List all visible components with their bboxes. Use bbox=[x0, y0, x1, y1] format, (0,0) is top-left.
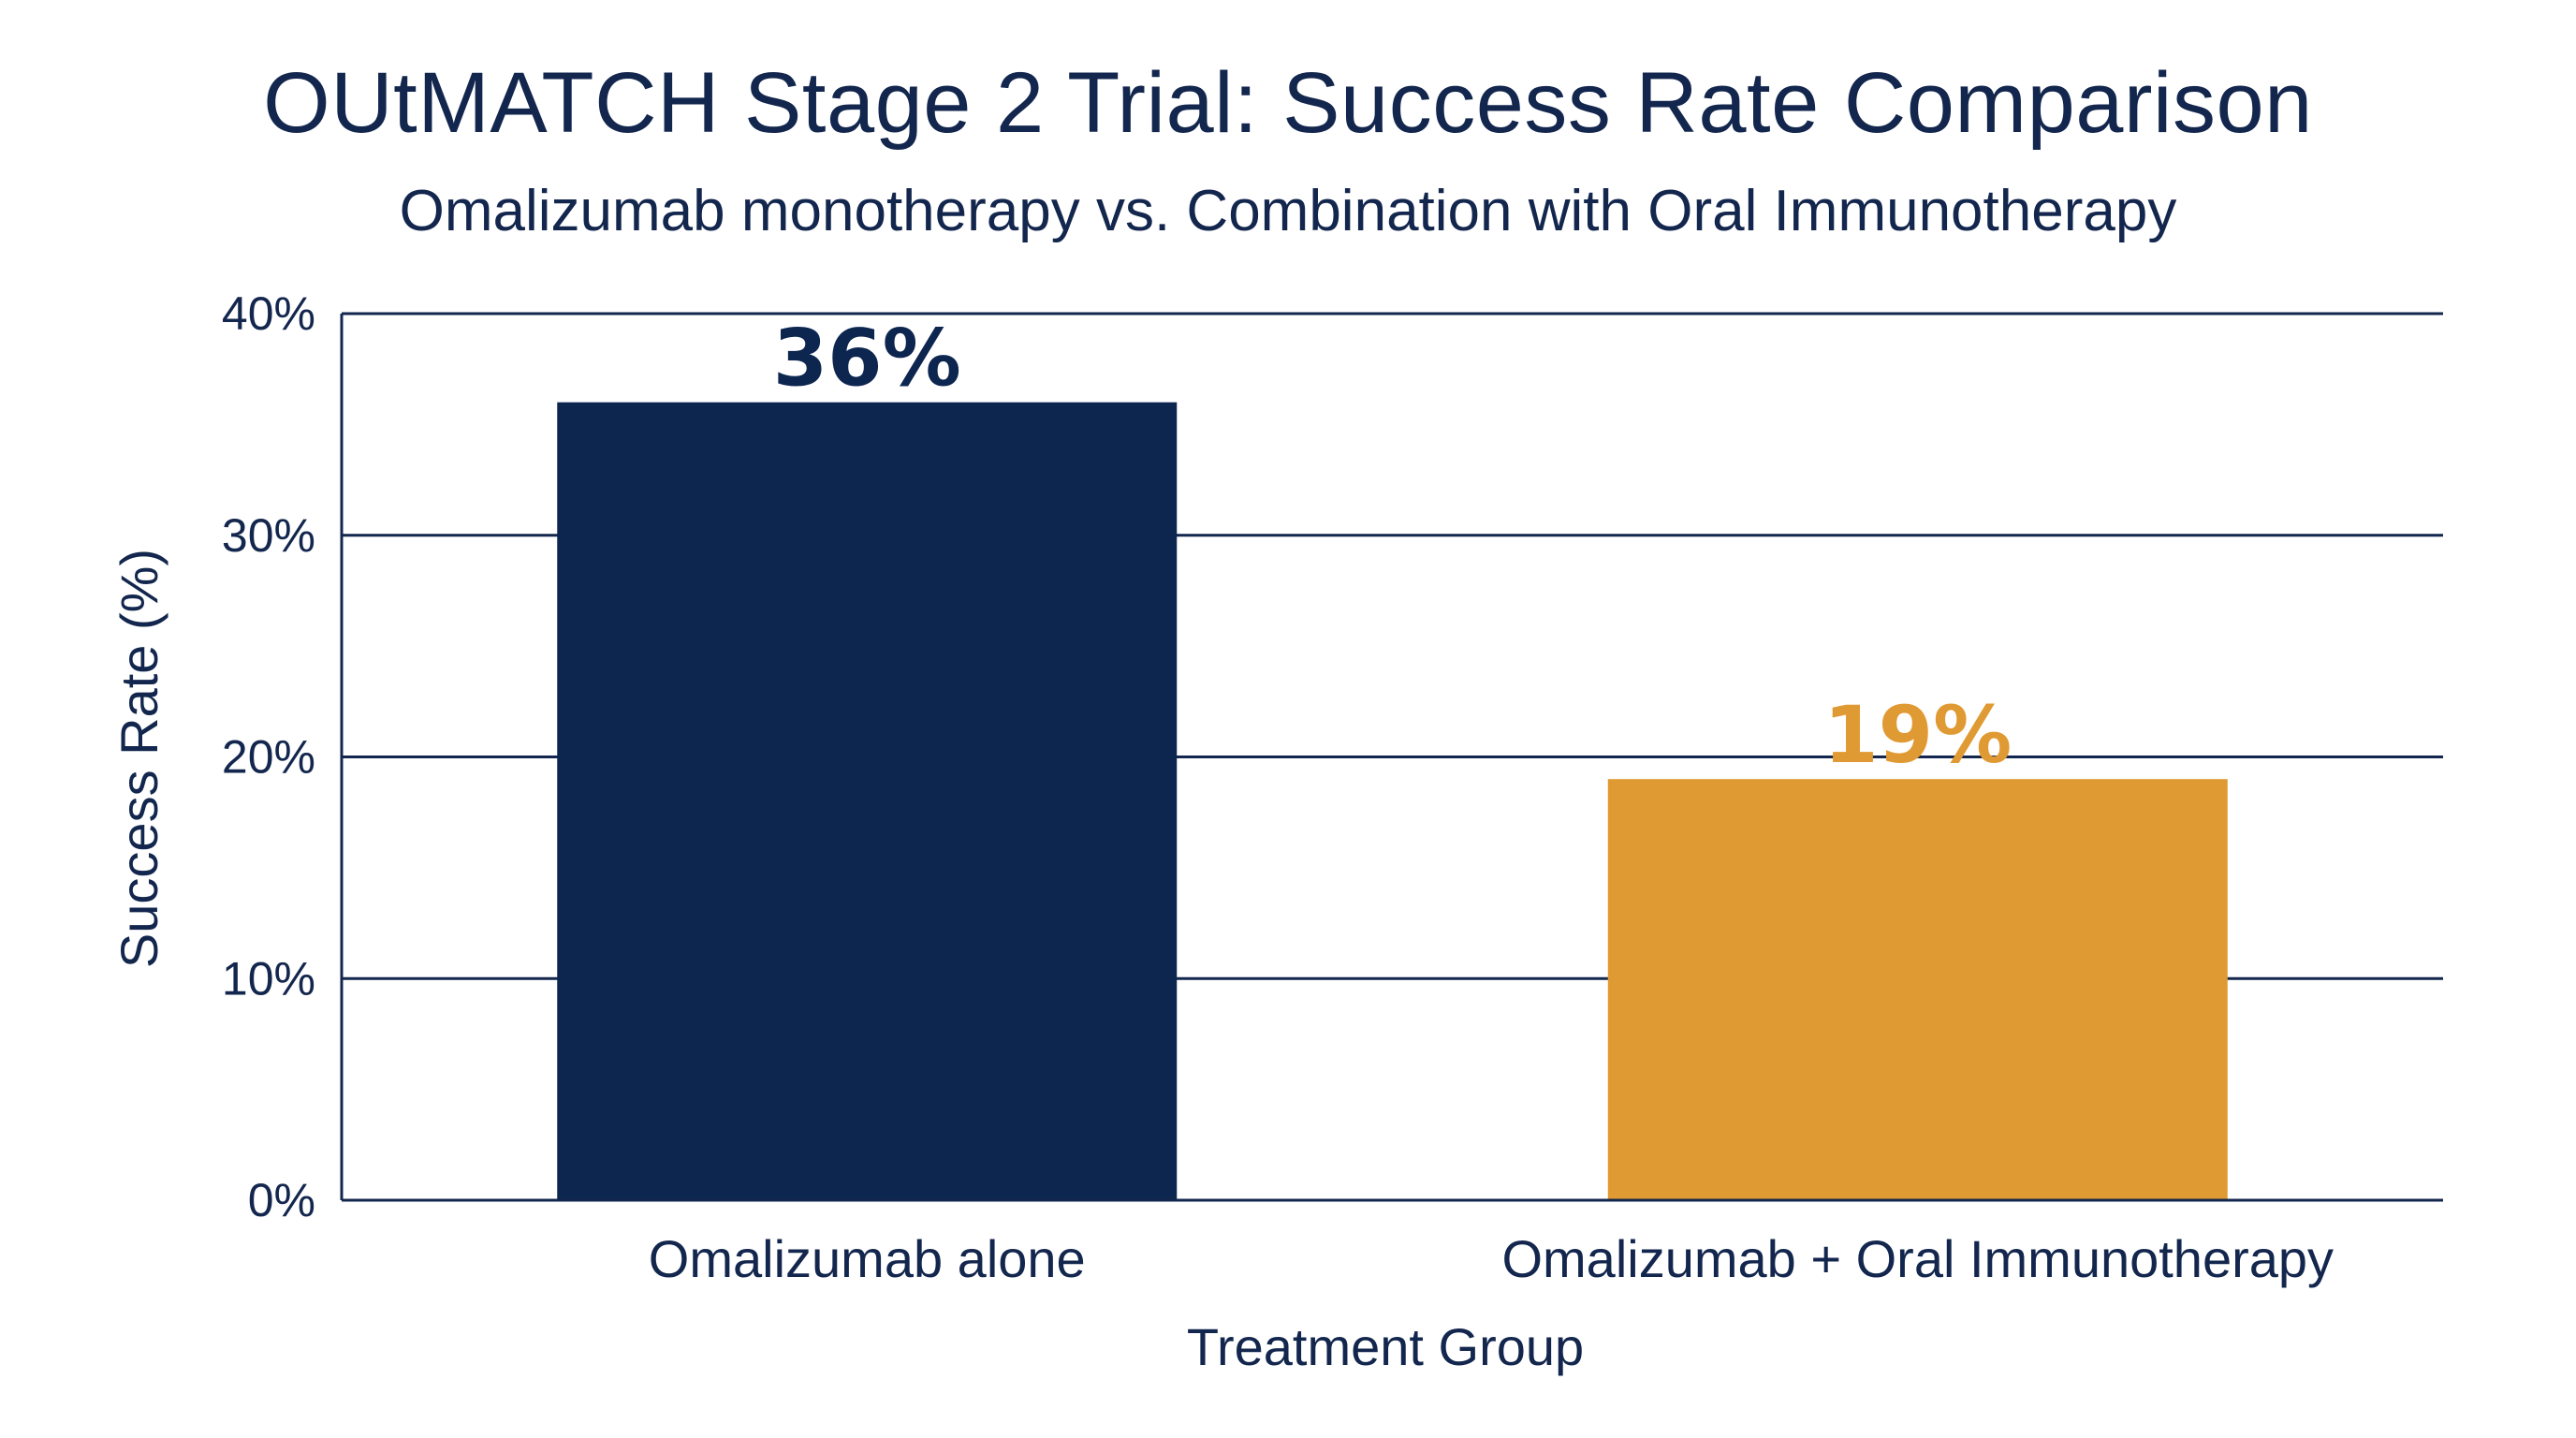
y-tick-label: 0% bbox=[248, 1174, 315, 1226]
y-axis-title: Success Rate (%) bbox=[110, 549, 168, 968]
labels: 0% 10% 20% 30% 40% 36% Omalizumab alone 19% Omal… bbox=[222, 287, 2334, 1288]
bar-2 bbox=[1607, 779, 2228, 1200]
x-axis-title: Treatment Group bbox=[1187, 1317, 1584, 1376]
data-label: 19% bbox=[1823, 689, 2012, 781]
y-tick-label: 20% bbox=[222, 731, 315, 784]
bars bbox=[557, 402, 2228, 1200]
chart-subtitle: Omalizumab monotherapy vs. Combination w… bbox=[399, 179, 2177, 243]
axes bbox=[340, 314, 2443, 1202]
data-label: 36% bbox=[773, 313, 961, 404]
y-tick-label: 10% bbox=[222, 952, 315, 1005]
x-tick-label: Omalizumab alone bbox=[649, 1229, 1086, 1288]
x-tick-label: Omalizumab + Oral Immunotherapy bbox=[1501, 1229, 2334, 1288]
y-tick-label: 40% bbox=[222, 287, 315, 340]
chart-title: OUtMATCH Stage 2 Trial: Success Rate Com… bbox=[263, 55, 2313, 151]
y-tick-label: 30% bbox=[222, 509, 315, 562]
bar-1 bbox=[557, 402, 1178, 1200]
